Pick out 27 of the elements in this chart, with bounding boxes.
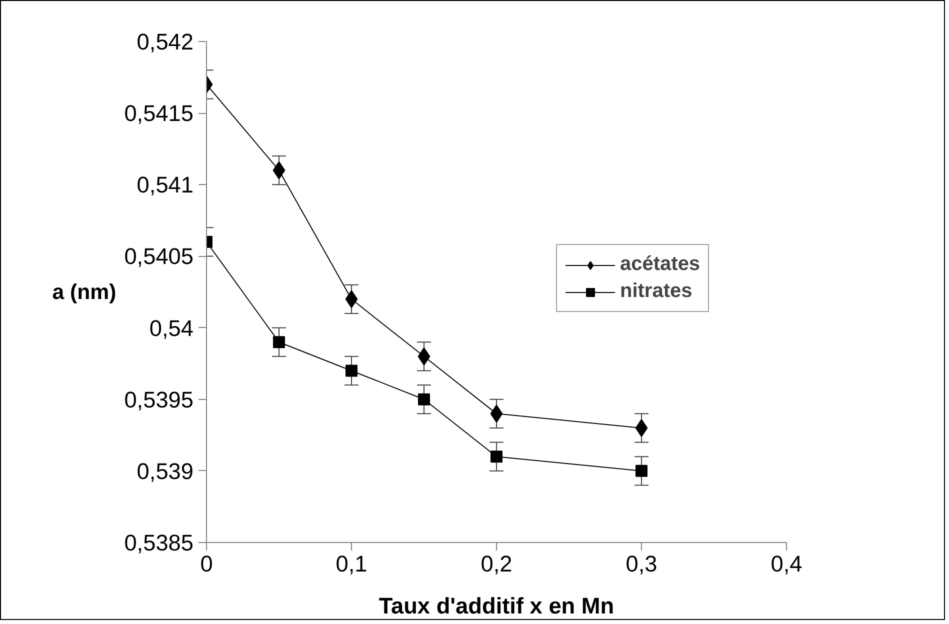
point	[346, 364, 358, 377]
y-tick-label: 0,54	[149, 314, 194, 341]
x-tick-label: 0,2	[480, 550, 512, 576]
legend-label: acétates	[620, 253, 700, 276]
point	[490, 404, 503, 423]
x-tick-label: 0,3	[626, 550, 658, 576]
point	[636, 464, 648, 477]
y-tick-label: 0,5415	[124, 100, 194, 126]
point	[490, 450, 502, 463]
point	[635, 418, 648, 437]
y-axis-title: a (nm)	[52, 280, 116, 304]
legend-label: nitrates	[620, 280, 692, 303]
x-tick-label: 0	[200, 550, 213, 576]
y-tick-label: 0,541	[136, 172, 194, 198]
point	[345, 290, 358, 308]
y-tick-label: 0,5385	[124, 530, 194, 556]
point	[418, 393, 430, 406]
y-tick-label: 0,5395	[124, 386, 194, 412]
y-tick-label: 0,5405	[124, 243, 194, 270]
point	[418, 347, 430, 366]
point	[273, 336, 285, 348]
x-tick-label: 0,4	[770, 550, 802, 576]
point	[272, 161, 286, 180]
y-tick-label: 0,539	[136, 458, 194, 484]
y-tick-label: 0,542	[136, 28, 194, 54]
x-axis-title: Taux d'additif x en Mn	[378, 592, 614, 618]
x-tick-label: 0,1	[336, 550, 368, 576]
